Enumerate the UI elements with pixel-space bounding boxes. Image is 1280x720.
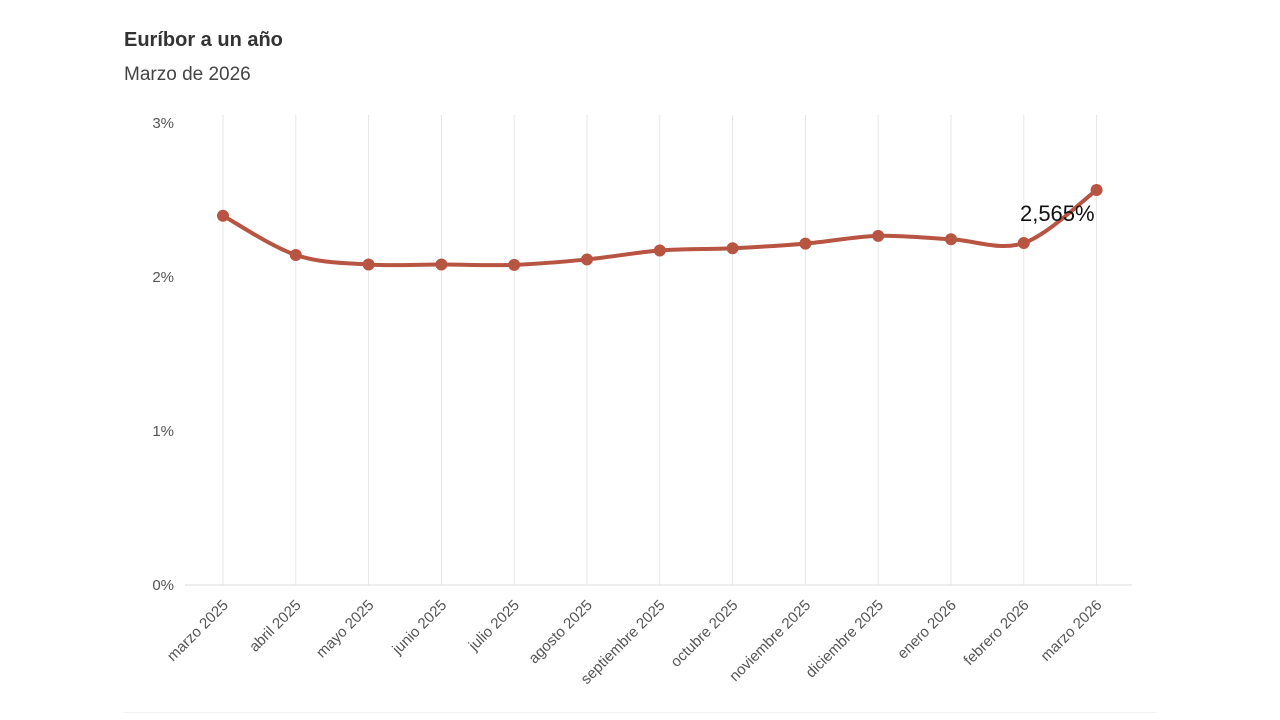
x-tick-label: diciembre 2025: [802, 597, 887, 682]
data-point-8: [726, 242, 739, 255]
grid-lines: [222, 115, 1098, 585]
data-point-11: [945, 233, 957, 246]
data-point-10: [872, 229, 885, 242]
data-point-5: [508, 258, 521, 271]
data-point-6: [581, 253, 593, 266]
footer-divider: [124, 712, 1156, 713]
series-euribor: [217, 183, 1103, 271]
x-tick-label: agosto 2025: [525, 597, 595, 667]
x-tick-label: mayo 2025: [313, 597, 378, 662]
data-point-13: [1090, 183, 1103, 196]
data-point-1: [217, 209, 229, 222]
data-point-12: [1017, 236, 1030, 249]
x-tick-label: marzo 2025: [164, 597, 232, 665]
data-point-3: [362, 258, 375, 271]
x-tick-label: enero 2026: [894, 597, 960, 663]
x-tick-label: julio 2025: [465, 597, 523, 655]
chart-title: Euríbor a un año: [124, 29, 283, 51]
y-tick-label: 1%: [152, 423, 174, 440]
y-tick-label: 0%: [152, 577, 174, 594]
data-label: 2,565%: [1020, 201, 1095, 226]
x-tick-label: marzo 2026: [1037, 597, 1105, 665]
data-point-4: [435, 258, 448, 271]
y-tick-label: 2%: [152, 269, 174, 286]
x-tick-label: febrero 2026: [960, 597, 1032, 669]
data-point-9: [799, 237, 812, 250]
data-point-2: [289, 248, 302, 261]
data-labels: 2,565%: [1020, 201, 1095, 226]
x-tick-label: abril 2025: [246, 597, 305, 656]
data-point-7: [653, 244, 666, 257]
x-tick-label: junio 2025: [389, 597, 451, 659]
y-axis: 0% 1% 2% 3%: [152, 115, 174, 594]
y-tick-label: 3%: [152, 115, 174, 132]
x-axis-labels: marzo 2025 abril 2025 mayo 2025 junio 2025 j…: [164, 597, 1106, 688]
x-tick-label: octubre 2025: [667, 597, 741, 671]
chart-subtitle: Marzo de 2026: [124, 64, 251, 85]
